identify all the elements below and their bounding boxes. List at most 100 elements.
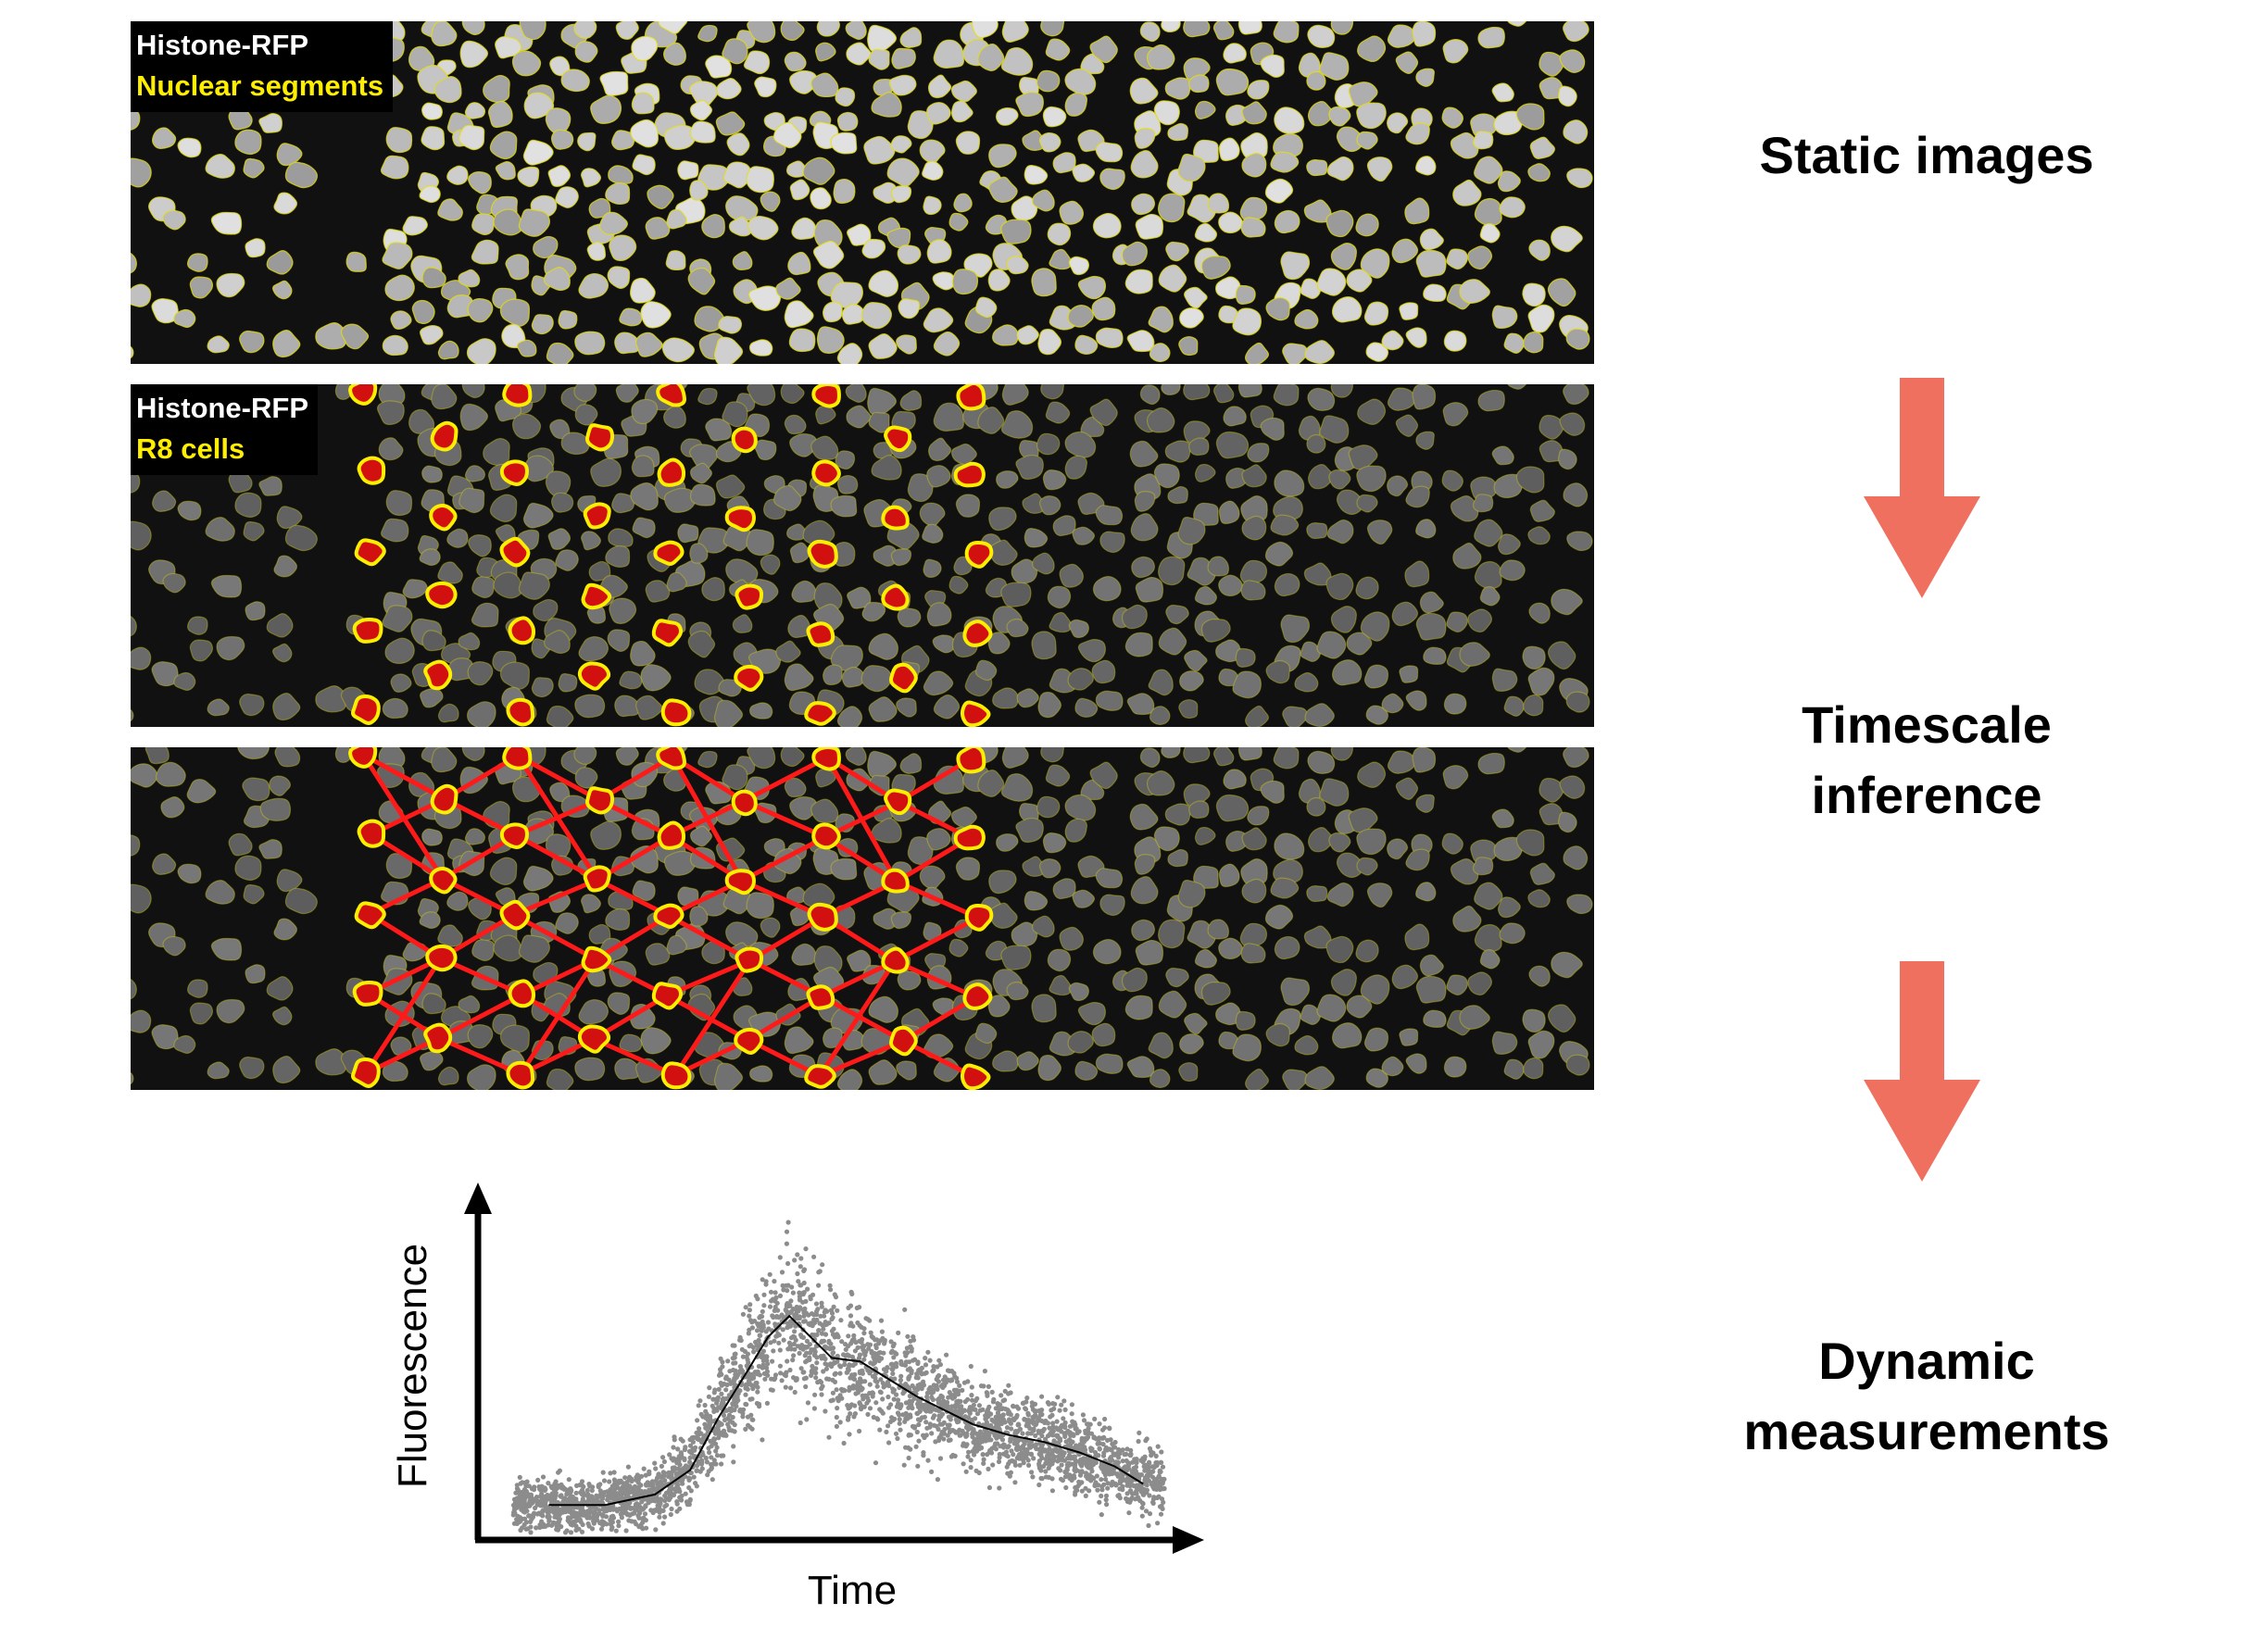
data-point (639, 1499, 645, 1505)
data-point (534, 1498, 540, 1504)
data-point (961, 1408, 968, 1413)
data-point (952, 1405, 958, 1410)
data-point (1128, 1488, 1134, 1494)
data-point (663, 1490, 669, 1496)
nucleus-segment (950, 806, 977, 829)
nucleus-segment (955, 494, 981, 518)
nucleus-segment (705, 55, 733, 79)
nucleus-segment (560, 432, 590, 456)
data-point (984, 1415, 989, 1421)
r8-cell (735, 946, 764, 973)
data-point (924, 1390, 931, 1395)
nucleus-segment (666, 208, 687, 230)
data-point (537, 1522, 543, 1528)
data-point (935, 1364, 940, 1370)
data-point (749, 1426, 755, 1432)
nucleus-segment (1528, 965, 1551, 987)
data-point (986, 1466, 991, 1471)
nucleus-segment (632, 154, 656, 176)
data-point (549, 1491, 555, 1496)
nucleus-segment (1528, 239, 1551, 261)
nucleus-segment (419, 185, 441, 204)
data-point (1011, 1404, 1016, 1409)
nucleus-segment (1443, 330, 1467, 352)
nucleus-segment (489, 494, 518, 523)
data-point (788, 1385, 794, 1391)
data-point (1099, 1464, 1104, 1470)
nucleus-segment (1183, 783, 1211, 807)
nucleus-segment (1146, 407, 1175, 433)
nucleus-segment (1414, 882, 1437, 902)
nucleus-segment (987, 995, 1011, 1018)
data-point (1027, 1425, 1033, 1432)
data-point (1063, 1484, 1069, 1491)
nucleus-segment (284, 161, 319, 189)
data-point (906, 1375, 911, 1381)
nucleus-segment (1167, 122, 1188, 142)
nucleus-segment (1306, 158, 1328, 177)
nucleus-segment (1194, 222, 1218, 243)
data-point (591, 1521, 597, 1526)
nucleus-segment (1282, 343, 1309, 364)
data-point (1062, 1474, 1068, 1480)
nucleus-segment (466, 338, 496, 364)
data-point (849, 1354, 856, 1359)
data-point (784, 1308, 789, 1313)
data-point (945, 1403, 950, 1408)
nucleus-segment (1036, 69, 1061, 93)
nucleus-segment (1064, 68, 1097, 95)
data-point (931, 1364, 936, 1370)
data-point (898, 1358, 904, 1364)
nucleus-segment (1539, 414, 1564, 440)
data-point (1058, 1424, 1063, 1430)
nucleus-segment (1328, 832, 1351, 853)
nucleus-segment (1300, 278, 1322, 300)
nucleus-segment (1274, 935, 1300, 960)
data-point (763, 1279, 769, 1284)
nucleus-segment (459, 403, 489, 432)
data-point (537, 1494, 543, 1499)
nucleus-segment (162, 209, 186, 231)
data-point (643, 1503, 648, 1508)
nucleus-segment (519, 21, 546, 41)
data-point (1104, 1502, 1110, 1508)
data-point (540, 1474, 546, 1480)
data-point (813, 1375, 819, 1381)
data-point (948, 1454, 954, 1459)
nucleus-segment (1412, 21, 1437, 47)
data-point (907, 1359, 912, 1365)
data-point (868, 1330, 873, 1335)
data-point (790, 1333, 796, 1339)
nucleus-segment (830, 282, 864, 309)
data-point (803, 1359, 809, 1365)
nucleus-segment (1365, 705, 1389, 725)
nucleus-segment (775, 277, 801, 300)
nucleus-segment (663, 850, 697, 877)
nucleus-segment (922, 523, 944, 544)
data-point (784, 1370, 789, 1375)
nucleus-segment (216, 998, 245, 1024)
nucleus-segment (631, 92, 655, 115)
data-point (966, 1424, 972, 1431)
nucleus-segment (1503, 695, 1525, 717)
data-point (1036, 1418, 1041, 1423)
nucleus-segment (789, 542, 810, 564)
nucleus-segment (1260, 54, 1285, 79)
nucleus-segment (1515, 829, 1545, 857)
data-point (1020, 1431, 1025, 1436)
nucleus-segment (1031, 994, 1057, 1023)
data-point (1004, 1425, 1011, 1431)
nucleus-segment (411, 299, 435, 325)
data-point (1109, 1483, 1114, 1488)
nucleus-segment (1273, 495, 1303, 521)
data-point (813, 1366, 819, 1371)
data-point (1059, 1462, 1064, 1468)
nucleus-segment (645, 217, 671, 240)
data-point (785, 1283, 791, 1288)
data-point (834, 1423, 839, 1429)
nucleus-segment (573, 21, 597, 39)
data-point (880, 1410, 886, 1416)
nucleus-segment (1405, 122, 1430, 145)
nucleus-segment (186, 616, 208, 635)
nucleus-segment (1158, 627, 1187, 656)
